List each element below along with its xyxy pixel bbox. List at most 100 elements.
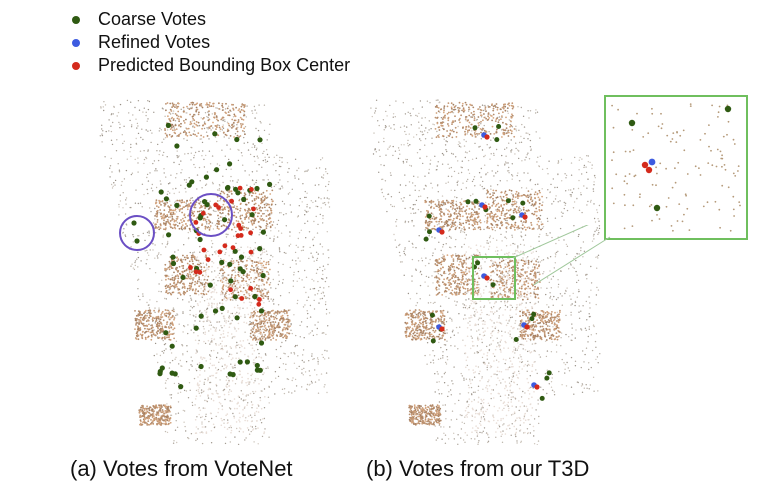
bbox-center bbox=[534, 384, 540, 390]
coarse-vote bbox=[198, 313, 204, 319]
coarse-vote bbox=[227, 371, 233, 377]
coarse-vote bbox=[233, 186, 239, 192]
coarse-vote bbox=[174, 202, 180, 208]
coarse-vote bbox=[174, 143, 180, 149]
bbox-center bbox=[439, 326, 445, 332]
coarse-vote bbox=[166, 232, 172, 238]
coarse-vote bbox=[257, 246, 263, 252]
bbox-center bbox=[238, 226, 244, 231]
coarse-vote bbox=[254, 367, 260, 373]
legend-label-center: Predicted Bounding Box Center bbox=[98, 55, 351, 75]
coarse-vote bbox=[169, 370, 175, 376]
bbox-center bbox=[482, 204, 488, 210]
bbox-center bbox=[229, 198, 235, 204]
coarse-vote bbox=[198, 363, 204, 370]
coarse-vote bbox=[423, 236, 429, 242]
coarse-vote-marker bbox=[72, 16, 80, 24]
coarse-vote bbox=[178, 384, 184, 390]
coarse-vote bbox=[170, 254, 176, 260]
bbox-center bbox=[201, 247, 207, 253]
coarse-vote bbox=[430, 338, 436, 344]
coarse-vote bbox=[529, 316, 535, 322]
coarse-vote bbox=[227, 261, 233, 267]
zoom-points bbox=[611, 103, 741, 232]
coarse-vote bbox=[513, 337, 519, 342]
coarse-vote bbox=[238, 254, 245, 260]
bbox-center bbox=[257, 297, 262, 302]
caption-t3d: (b) Votes from our T3D bbox=[366, 456, 590, 481]
coarse-vote bbox=[197, 215, 203, 221]
coarse-vote bbox=[427, 229, 432, 235]
coarse-vote bbox=[234, 315, 240, 321]
coarse-vote bbox=[465, 199, 471, 205]
coarse-vote bbox=[472, 125, 478, 131]
coarse-vote bbox=[222, 217, 228, 223]
bbox-center bbox=[522, 214, 528, 220]
coarse-vote bbox=[496, 124, 502, 129]
coarse-vote bbox=[241, 196, 247, 202]
bbox-center bbox=[248, 286, 254, 291]
coarse-vote bbox=[539, 395, 545, 401]
zoom-frame bbox=[604, 95, 748, 240]
coarse-vote bbox=[258, 340, 265, 346]
coarse-vote bbox=[254, 362, 260, 369]
zoom-connector-lines bbox=[512, 225, 611, 285]
coarse-vote bbox=[214, 167, 220, 173]
coarse-vote bbox=[426, 213, 432, 219]
bbox-center bbox=[200, 210, 206, 216]
coarse-vote bbox=[257, 137, 263, 143]
zoom-inset bbox=[604, 95, 748, 240]
coarse-vote bbox=[202, 199, 208, 205]
bbox-center bbox=[188, 265, 193, 270]
coarse-vote bbox=[258, 308, 265, 314]
point-cloud bbox=[99, 99, 331, 445]
zoom-connector-top bbox=[512, 225, 589, 259]
bbox-center bbox=[193, 269, 199, 275]
coarse-vote bbox=[169, 343, 175, 349]
bbox-center bbox=[222, 243, 228, 249]
coarse-vote bbox=[240, 269, 246, 275]
caption-votenet: (a) Votes from VoteNet bbox=[70, 456, 293, 481]
coarse-vote bbox=[131, 220, 137, 226]
highlight-circle bbox=[119, 215, 155, 251]
bbox-center bbox=[248, 230, 254, 236]
bbox-center bbox=[237, 185, 243, 191]
coarse-vote bbox=[544, 375, 550, 381]
bbox-center bbox=[217, 249, 223, 255]
coarse-vote bbox=[244, 359, 250, 365]
zoom-region-box bbox=[472, 256, 516, 300]
coarse-vote bbox=[232, 248, 238, 254]
coarse-vote bbox=[186, 182, 192, 188]
coarse-vote bbox=[180, 274, 186, 280]
coarse-vote bbox=[163, 196, 169, 202]
coarse-vote bbox=[490, 282, 496, 288]
coarse-vote bbox=[473, 198, 479, 204]
coarse-vote bbox=[505, 198, 511, 204]
coarse-vote bbox=[510, 215, 516, 221]
coarse-vote bbox=[197, 236, 203, 243]
coarse-vote bbox=[219, 259, 225, 265]
bbox-center bbox=[645, 166, 653, 174]
bbox-center bbox=[228, 287, 234, 293]
legend-label-coarse: Coarse Votes bbox=[98, 9, 207, 29]
bbox-center bbox=[524, 324, 530, 330]
coarse-vote bbox=[158, 189, 164, 195]
bbox-center bbox=[213, 202, 219, 208]
coarse-vote bbox=[254, 185, 260, 192]
coarse-vote bbox=[653, 204, 661, 212]
bbox-center bbox=[439, 229, 445, 235]
bbox-center bbox=[248, 249, 254, 255]
coarse-vote bbox=[475, 260, 481, 266]
coarse-vote bbox=[165, 122, 171, 128]
bbox-center bbox=[256, 301, 262, 307]
coarse-vote bbox=[227, 161, 233, 167]
zoom-connector-bottom bbox=[532, 236, 611, 285]
coarse-vote bbox=[249, 212, 255, 218]
bbox-center bbox=[249, 187, 254, 192]
coarse-vote bbox=[170, 260, 177, 267]
legend-label-refined: Refined Votes bbox=[98, 32, 211, 52]
coarse-vote bbox=[520, 200, 526, 206]
coarse-vote bbox=[203, 174, 209, 180]
coarse-vote bbox=[724, 105, 732, 113]
coarse-vote bbox=[219, 305, 225, 311]
